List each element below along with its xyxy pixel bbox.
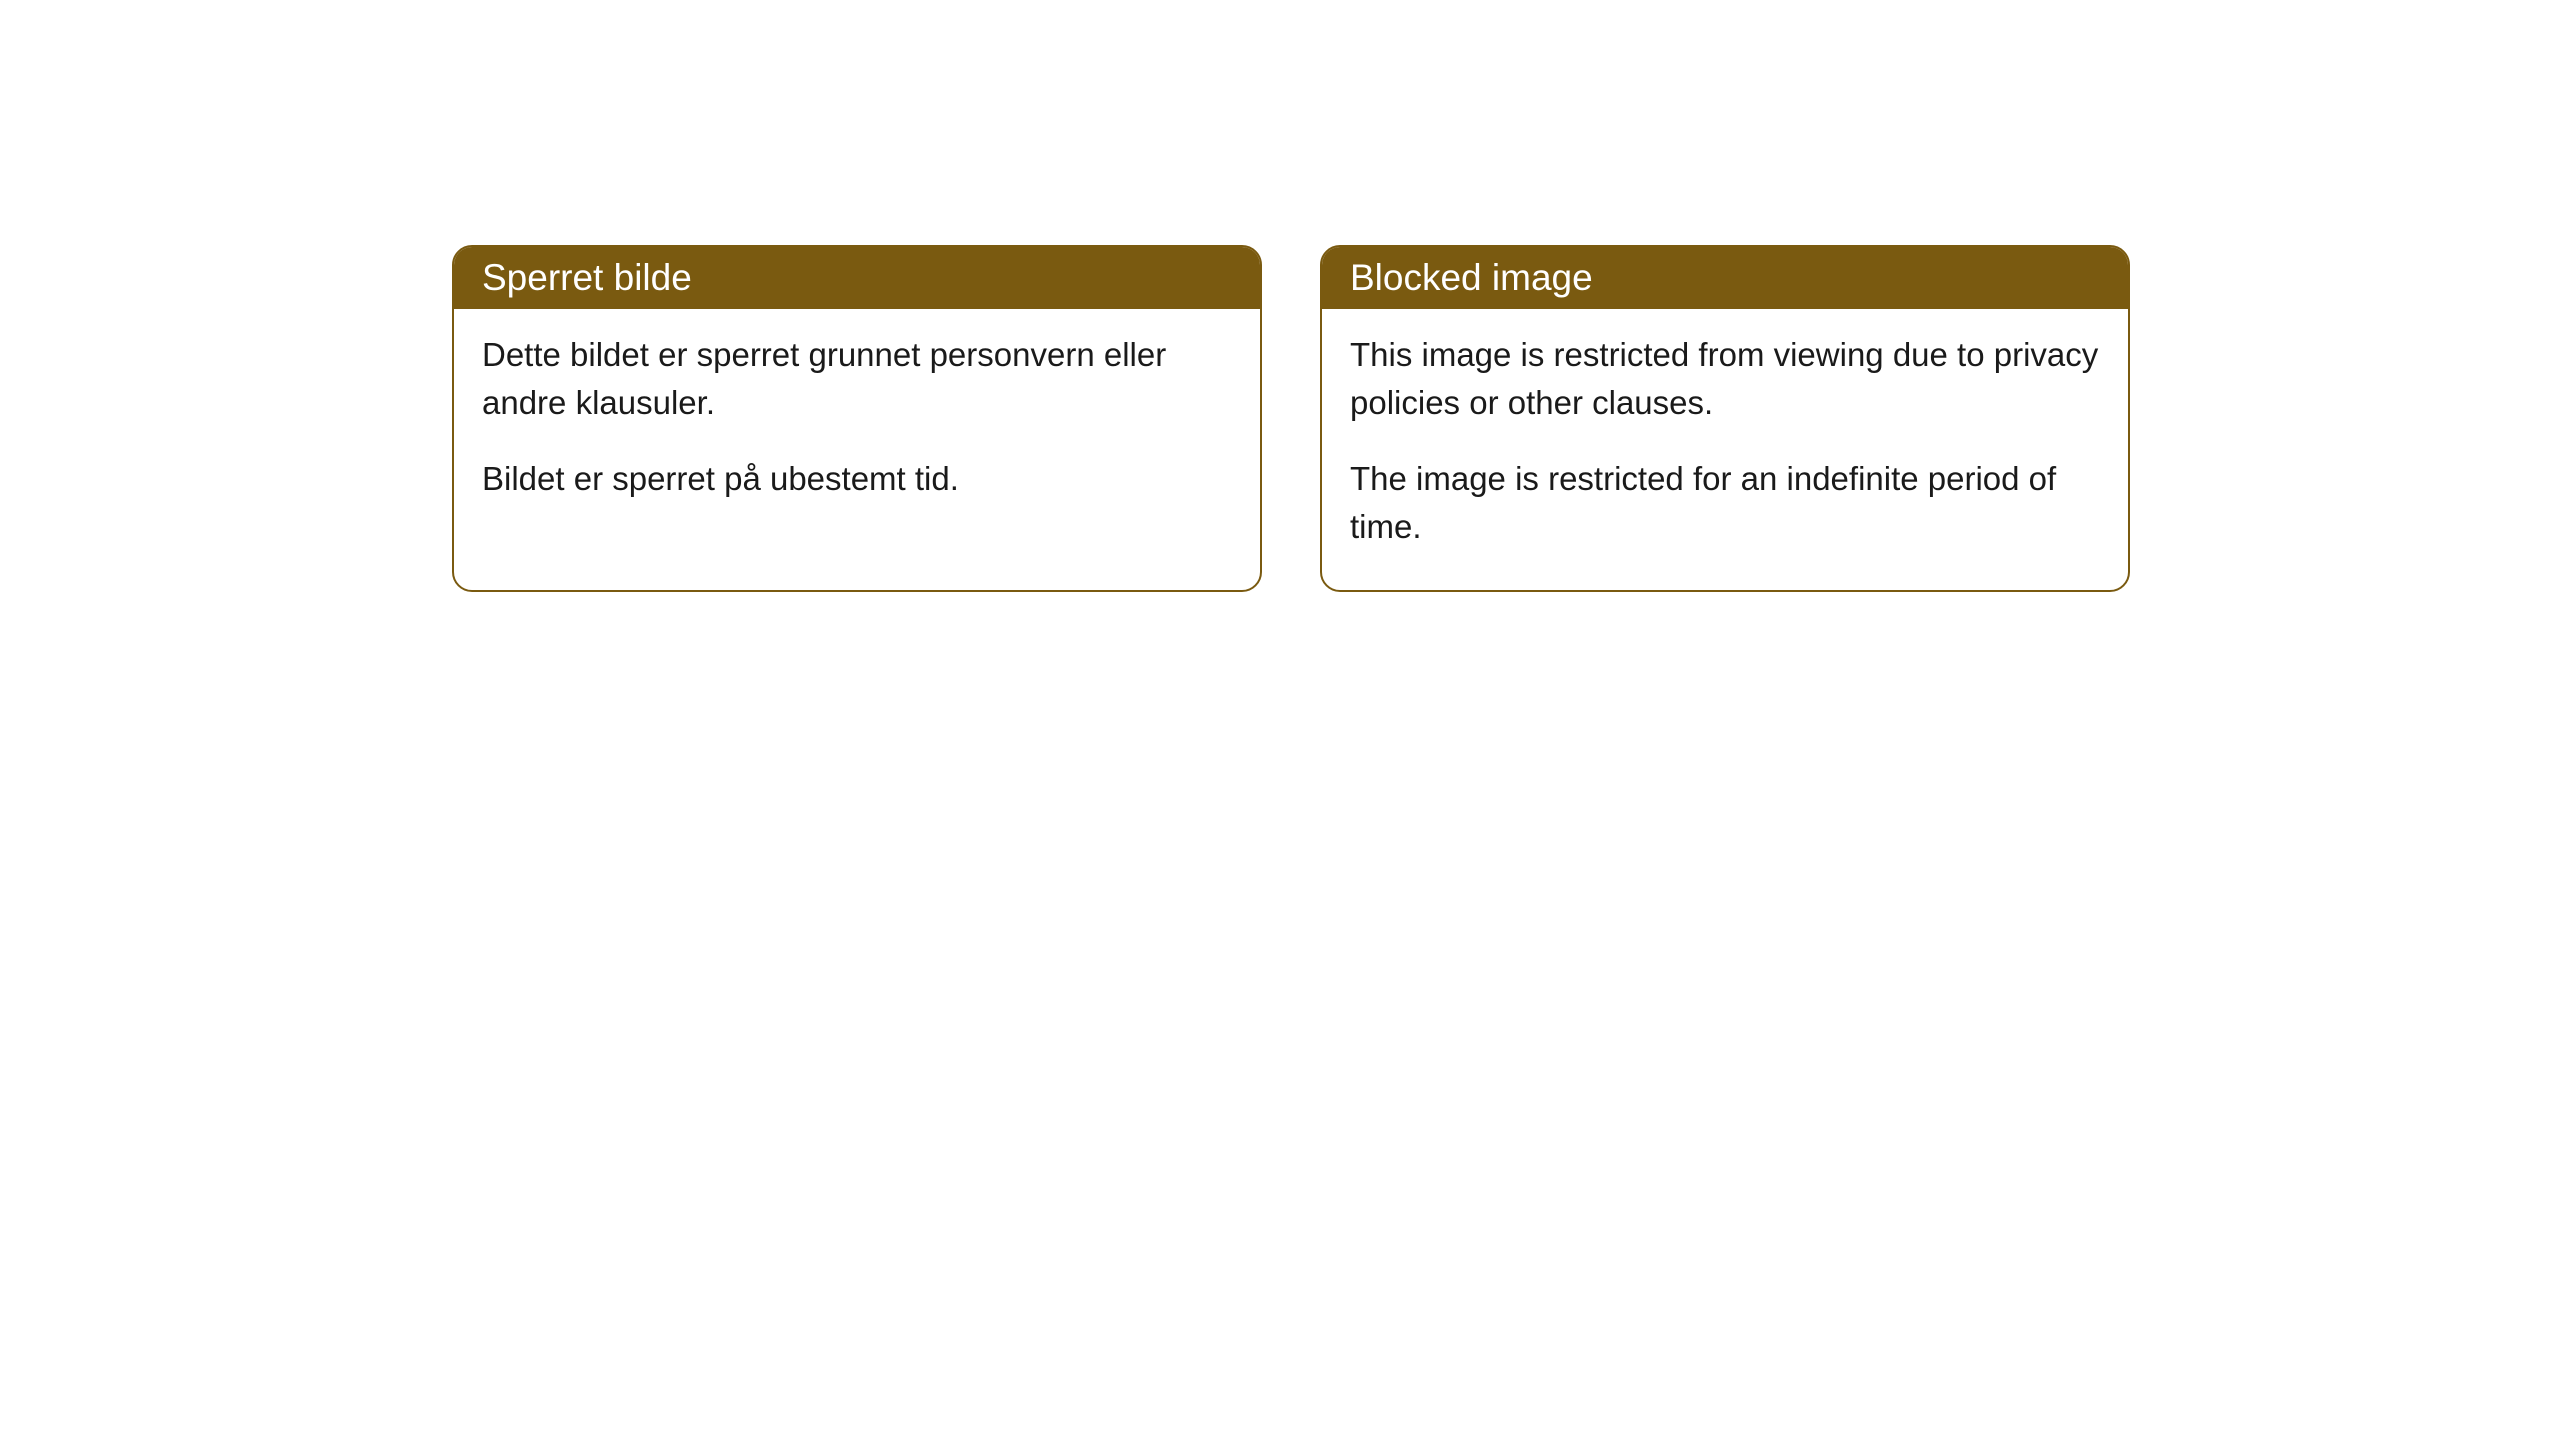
card-paragraph: This image is restricted from viewing du… <box>1350 331 2100 427</box>
card-paragraph: The image is restricted for an indefinit… <box>1350 455 2100 551</box>
card-body: Dette bildet er sperret grunnet personve… <box>454 309 1260 543</box>
card-title: Sperret bilde <box>482 257 692 298</box>
card-title: Blocked image <box>1350 257 1593 298</box>
card-header: Blocked image <box>1322 247 2128 309</box>
notice-card-norwegian: Sperret bilde Dette bildet er sperret gr… <box>452 245 1262 592</box>
card-header: Sperret bilde <box>454 247 1260 309</box>
card-paragraph: Bildet er sperret på ubestemt tid. <box>482 455 1232 503</box>
card-paragraph: Dette bildet er sperret grunnet personve… <box>482 331 1232 427</box>
card-body: This image is restricted from viewing du… <box>1322 309 2128 590</box>
notice-cards-container: Sperret bilde Dette bildet er sperret gr… <box>452 245 2560 592</box>
notice-card-english: Blocked image This image is restricted f… <box>1320 245 2130 592</box>
